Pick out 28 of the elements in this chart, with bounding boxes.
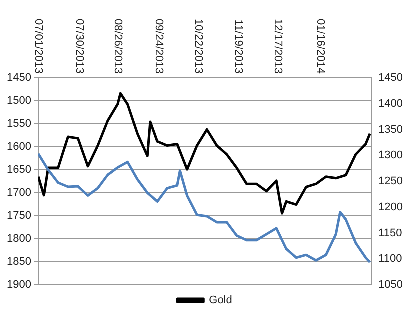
y2-tick-label: 1250	[378, 176, 404, 188]
x-tick-label: 10/22/2013	[192, 18, 205, 74]
y2-tick-label: 1200	[378, 201, 404, 214]
y2-tick-label: 1350	[378, 124, 404, 136]
x-tick-label: 01/16/2014	[314, 18, 326, 74]
y2-tick-label: 1450	[378, 72, 404, 84]
y-tick-label: 1700	[6, 187, 32, 200]
x-tick-label: 07/30/2013	[74, 18, 86, 74]
y-tick-label: 1450	[6, 72, 32, 84]
x-tick-label: 09/24/2013	[152, 18, 165, 74]
y-tick-label: 1850	[6, 256, 32, 268]
x-tick-label: 11/19/2013	[232, 20, 244, 74]
y-tick-label: 1600	[6, 141, 32, 154]
y-tick-label: 1550	[6, 118, 32, 130]
y2-tick-label: 1150	[378, 227, 402, 240]
y2-tick-label: 1400	[378, 98, 404, 110]
y-tick-label: 1800	[6, 233, 32, 246]
x-tick-label: 07/01/2013	[32, 18, 44, 74]
legend-label: Gold	[209, 294, 232, 307]
y-tick-label: 1900	[6, 279, 32, 292]
y-tick-label: 1650	[6, 164, 32, 176]
y-tick-label: 1750	[6, 210, 32, 222]
x-tick-label: 12/17/2013	[272, 18, 284, 74]
y2-tick-label: 1100	[378, 253, 402, 266]
y2-tick-label: 1300	[378, 150, 404, 162]
y2-tick-label: 1050	[378, 279, 404, 292]
y-tick-label: 1500	[6, 95, 32, 108]
x-tick-label: 08/26/2013	[112, 18, 124, 74]
